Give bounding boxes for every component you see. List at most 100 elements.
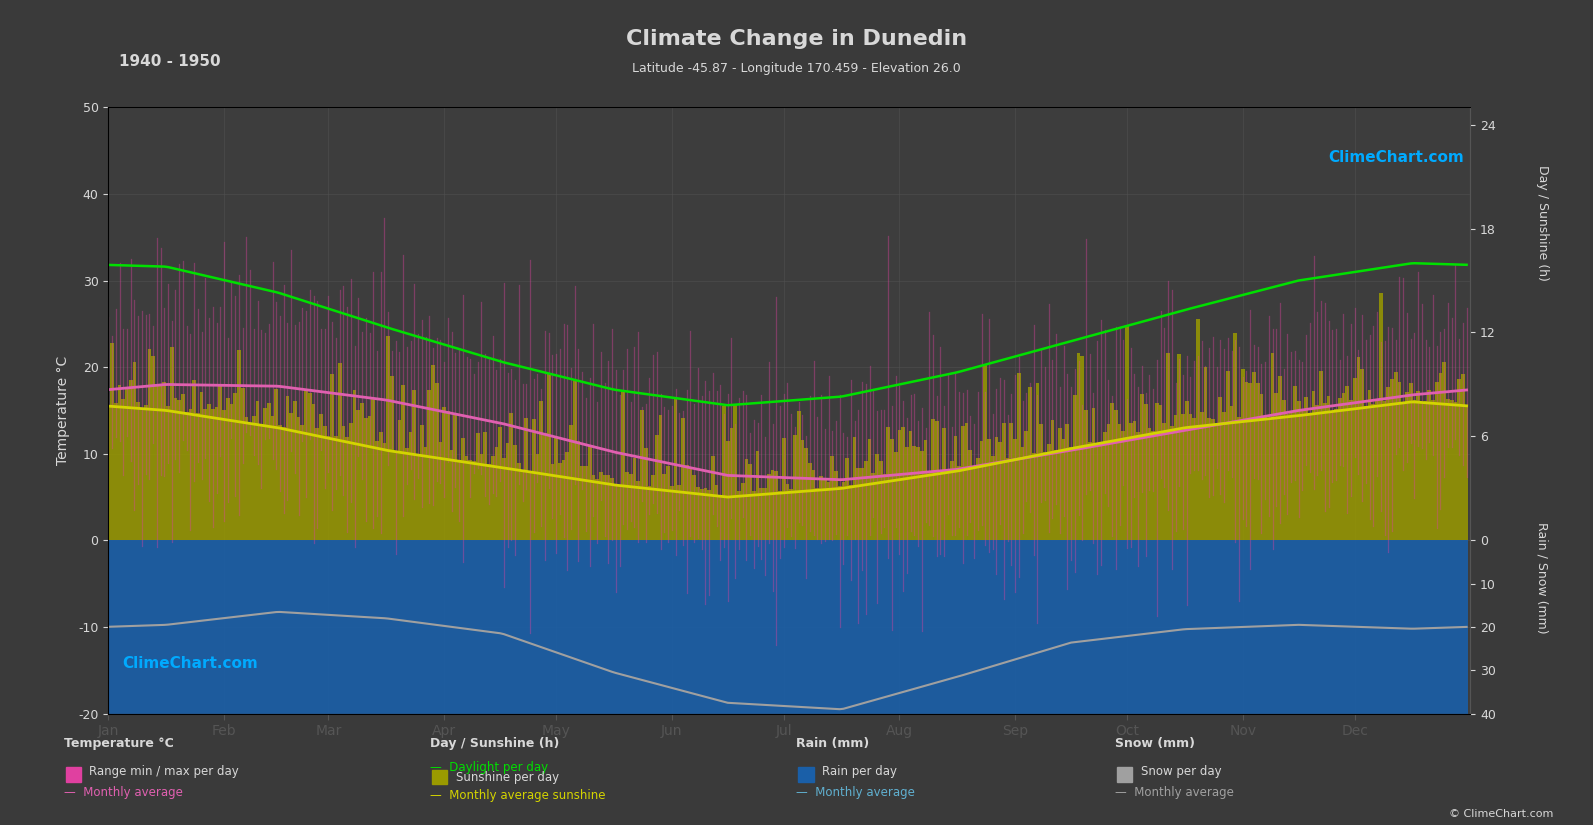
Bar: [256, 401, 260, 540]
Bar: [830, 540, 835, 714]
Bar: [155, 540, 159, 714]
Text: Sunshine per day: Sunshine per day: [456, 771, 559, 784]
Bar: [360, 540, 363, 714]
Bar: [1233, 540, 1238, 714]
Bar: [1442, 540, 1446, 714]
Bar: [1158, 404, 1163, 540]
Bar: [804, 448, 808, 540]
Bar: [312, 404, 315, 540]
Bar: [596, 540, 599, 714]
Bar: [363, 540, 368, 714]
Bar: [129, 380, 132, 540]
Bar: [421, 540, 424, 714]
Bar: [1271, 352, 1274, 540]
Bar: [652, 540, 655, 714]
Bar: [499, 540, 502, 714]
Bar: [663, 474, 666, 540]
Bar: [215, 540, 218, 714]
Bar: [573, 380, 577, 540]
Bar: [199, 392, 204, 540]
Bar: [1166, 352, 1169, 540]
Bar: [624, 472, 629, 540]
Bar: [599, 540, 602, 714]
Bar: [449, 540, 454, 714]
Bar: [521, 470, 524, 540]
Bar: [532, 418, 535, 540]
Bar: [1069, 540, 1074, 714]
Bar: [932, 540, 935, 714]
Bar: [636, 540, 640, 714]
Bar: [274, 540, 279, 714]
Bar: [1319, 540, 1322, 714]
Bar: [685, 465, 688, 540]
Bar: [296, 417, 301, 540]
Bar: [438, 540, 443, 714]
Bar: [991, 540, 994, 714]
Bar: [1294, 386, 1297, 540]
Bar: [1185, 401, 1188, 540]
Bar: [357, 410, 360, 540]
Bar: [562, 460, 566, 540]
Bar: [618, 540, 621, 714]
Bar: [1125, 326, 1129, 540]
Bar: [432, 770, 448, 785]
Bar: [693, 475, 696, 540]
Bar: [897, 431, 902, 540]
Bar: [596, 479, 599, 540]
Bar: [1196, 540, 1200, 714]
Bar: [387, 337, 390, 540]
Bar: [1338, 540, 1341, 714]
Bar: [1319, 371, 1322, 540]
Text: Snow per day: Snow per day: [1141, 765, 1222, 778]
Text: —  Monthly average: — Monthly average: [1115, 786, 1235, 799]
Bar: [110, 540, 115, 714]
Bar: [744, 540, 749, 714]
Bar: [271, 540, 274, 714]
Bar: [927, 540, 932, 714]
Bar: [315, 427, 319, 540]
Bar: [1069, 447, 1074, 540]
Bar: [1438, 540, 1442, 714]
Bar: [924, 440, 927, 540]
Bar: [121, 540, 126, 714]
Bar: [1063, 540, 1066, 714]
Bar: [1114, 411, 1118, 540]
Bar: [707, 540, 710, 714]
Bar: [1066, 424, 1069, 540]
Bar: [819, 476, 824, 540]
Bar: [1039, 424, 1043, 540]
Bar: [1271, 540, 1274, 714]
Bar: [1297, 401, 1300, 540]
Bar: [943, 427, 946, 540]
Bar: [812, 469, 816, 540]
Bar: [107, 540, 110, 714]
Bar: [476, 433, 479, 540]
Bar: [621, 540, 624, 714]
Bar: [170, 347, 174, 540]
Bar: [387, 540, 390, 714]
Text: —  Daylight per day: — Daylight per day: [430, 761, 548, 775]
Bar: [938, 473, 943, 540]
Bar: [65, 767, 81, 782]
Bar: [671, 487, 674, 540]
Bar: [835, 471, 838, 540]
Bar: [1024, 540, 1027, 714]
Bar: [1110, 403, 1114, 540]
Bar: [1278, 540, 1282, 714]
Bar: [733, 540, 738, 714]
Bar: [1010, 540, 1013, 714]
Bar: [613, 484, 618, 540]
Bar: [902, 540, 905, 714]
Bar: [1043, 452, 1047, 540]
Bar: [196, 540, 199, 714]
Bar: [1091, 540, 1096, 714]
Bar: [352, 540, 357, 714]
Bar: [588, 446, 591, 540]
Bar: [204, 409, 207, 540]
Bar: [699, 540, 704, 714]
Bar: [913, 540, 916, 714]
Bar: [207, 540, 210, 714]
Bar: [983, 540, 988, 714]
Bar: [1002, 540, 1005, 714]
Bar: [730, 428, 733, 540]
